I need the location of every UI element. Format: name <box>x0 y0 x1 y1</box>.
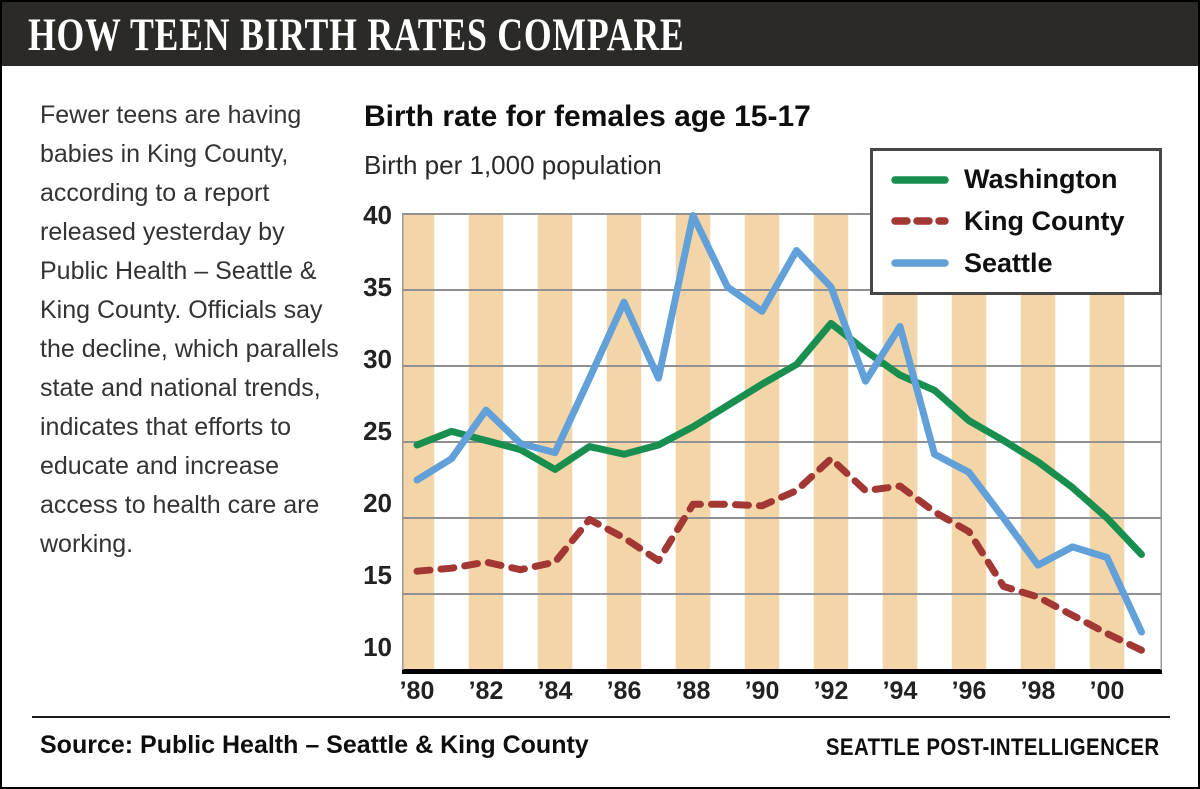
publisher-credit: SEATTLE POST-INTELLIGENCER <box>826 734 1160 761</box>
chart-title: Birth rate for females age 15-17 <box>364 100 811 133</box>
series-line-washington <box>413 319 1145 558</box>
x-tick-label: ’96 <box>951 677 987 705</box>
y-tick-label: 20 <box>363 488 392 518</box>
x-tick-label: ’84 <box>537 677 573 705</box>
series-line-seattle <box>413 212 1145 636</box>
y-tick-label: 30 <box>363 344 392 374</box>
series-line-king-county <box>413 455 1145 654</box>
y-tick-label: 40 <box>363 200 392 230</box>
legend-swatch-solid-line <box>891 259 949 267</box>
page-title: HOW TEEN BIRTH RATES COMPARE <box>28 9 685 61</box>
line-chart-plot-area <box>402 212 1162 674</box>
x-tick-label: ’98 <box>1020 677 1056 705</box>
legend-label: Washington <box>964 164 1118 195</box>
x-tick-label: ’82 <box>468 677 504 705</box>
intro-paragraph: Fewer teens are having babies in King Co… <box>40 101 339 558</box>
legend-entry: Washington <box>891 164 1159 195</box>
x-tick-label: ’90 <box>744 677 780 705</box>
legend-entry: Seattle <box>891 248 1159 279</box>
x-tick-label: ’88 <box>675 677 711 705</box>
chart-subtitle: Birth per 1,000 population <box>364 150 662 180</box>
y-tick-label: 35 <box>363 272 392 302</box>
legend-entry: King County <box>891 206 1159 237</box>
legend-label: King County <box>964 205 1125 236</box>
legend-label: Seattle <box>964 247 1053 278</box>
legend-swatch-dashed-line <box>891 217 949 226</box>
x-tick-label: ’86 <box>606 677 642 705</box>
source-line: Source: Public Health – Seattle & King C… <box>40 731 589 759</box>
y-tick-label: 15 <box>363 560 392 590</box>
header-banner: HOW TEEN BIRTH RATES COMPARE <box>2 2 1198 66</box>
footer-divider <box>32 716 1170 718</box>
data-series <box>413 212 1145 654</box>
y-tick-label: 25 <box>363 416 392 446</box>
legend-swatch-solid-line <box>891 176 949 184</box>
x-tick-label: ’80 <box>399 677 435 705</box>
x-tick-label: ’94 <box>882 677 918 705</box>
legend-box: Washington King County Seattle <box>870 148 1162 295</box>
x-tick-label: ’92 <box>813 677 849 705</box>
y-tick-label: 10 <box>363 632 392 662</box>
x-tick-label: ’00 <box>1089 677 1125 705</box>
